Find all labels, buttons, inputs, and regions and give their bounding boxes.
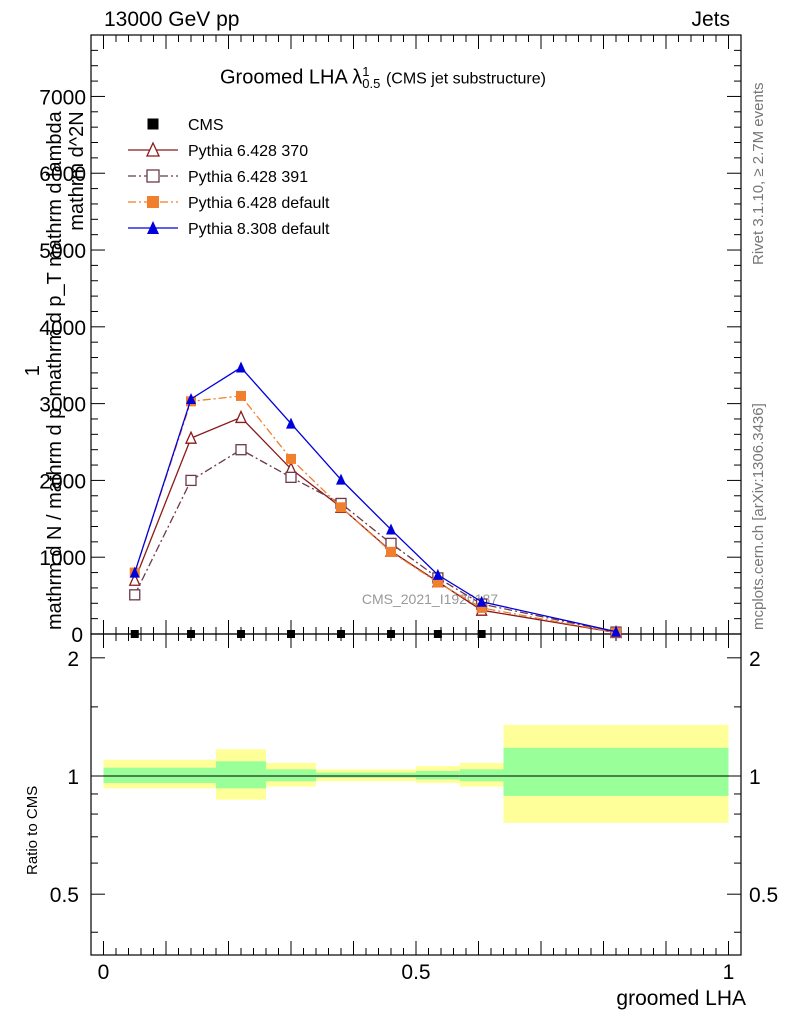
main-ytick-label: 5000 (39, 240, 86, 263)
series-0-point-4 (337, 630, 345, 638)
series-4-point-7 (476, 595, 487, 607)
main-ytick-label: 3000 (39, 394, 86, 417)
ratio-ytick-label-left: 0.5 (50, 884, 79, 907)
legend-label-2: Pythia 6.428 391 (188, 169, 308, 186)
series-2-point-1 (185, 474, 197, 487)
series-1-point-2 (234, 409, 248, 424)
header-right-label: Jets (691, 8, 730, 31)
series-4-point-3 (286, 417, 296, 429)
plot-title-suffix: (CMS jet substructure) (385, 70, 546, 88)
main-ytick-label: 6000 (39, 163, 86, 186)
ratio-ytick-label-right: 2 (749, 648, 761, 671)
series-2-point-2 (235, 444, 247, 456)
series-2-point-0 (129, 589, 141, 601)
series-2-point-3 (285, 471, 297, 483)
series-3-point-5 (386, 546, 396, 557)
series-3-point-4 (336, 502, 346, 513)
ratio-xtick-label: 0.5 (401, 961, 430, 984)
series-4-point-1 (186, 393, 196, 405)
ratio-inner-band-0 (103, 767, 216, 783)
header-left-label: 13000 GeV pp (104, 8, 240, 31)
series-3-point-6 (432, 577, 443, 588)
legend-marker-1 (145, 141, 161, 157)
ratio-xtick-label: 1 (723, 961, 735, 984)
series-0-point-6 (433, 630, 442, 638)
main-ytick-label-zero: 0 (71, 624, 83, 647)
series-1-point-0 (128, 572, 141, 586)
series-4-point-8 (611, 625, 621, 637)
main-ytick-label: 7000 (39, 86, 86, 109)
series-4-point-0 (129, 566, 140, 578)
series-0-point-5 (387, 630, 395, 638)
series-4-point-4 (336, 473, 346, 485)
series-3-point-7 (476, 602, 487, 613)
ratio-inner-band-2 (266, 769, 316, 782)
series-1-point-1 (184, 430, 198, 444)
x-axis-label: groomed LHA (616, 987, 746, 1010)
plot-title: Groomed LHA λ 1 0.5 (CMS jet substructure) (220, 64, 546, 91)
series-0-point-7 (477, 630, 486, 638)
ratio-ytick-label-left: 2 (67, 648, 79, 671)
series-0-point-2 (237, 630, 245, 638)
main-ytick-label: 1000 (39, 547, 86, 570)
series-3-point-2 (236, 390, 246, 401)
plot-title-lambda: λ (352, 66, 363, 89)
main-ytick-label: 4000 (39, 317, 86, 340)
series-3-point-3 (286, 453, 296, 464)
ratio-ytick-label-right: 1 (749, 766, 761, 789)
legend-marker-3 (147, 196, 159, 208)
plot-title-sub: 0.5 (362, 76, 381, 91)
legend-label-0: CMS (188, 117, 224, 134)
ratio-xtick-label: 0 (98, 961, 110, 984)
legend-label-1: Pythia 6.428 370 (188, 143, 308, 160)
series-0-point-1 (187, 630, 195, 638)
ratio-inner-band-6 (503, 747, 729, 796)
plot-title-main: Groomed LHA (220, 66, 347, 89)
legend-label-3: Pythia 6.428 default (188, 195, 330, 212)
ratio-inner-band-3 (316, 772, 416, 778)
ratio-inner-band-1 (216, 761, 266, 789)
ratio-inner-band-4 (416, 770, 460, 780)
series-4-point-6 (432, 568, 443, 580)
legend-marker-2 (146, 169, 160, 183)
main-ytick-label: 2000 (39, 470, 86, 493)
ratio-ytick-label-right: 0.5 (749, 884, 778, 907)
legend-marker-0 (147, 118, 159, 130)
series-0-point-0 (130, 630, 139, 638)
analysis-watermark: CMS_2021_I1920187 (362, 591, 498, 607)
plot-title-sup: 1 (362, 64, 370, 79)
series-0-point-3 (287, 630, 295, 638)
series-4-point-2 (236, 361, 246, 373)
legend-label-4: Pythia 8.308 default (188, 221, 330, 238)
series-4-point-5 (386, 523, 396, 535)
ratio-ytick-label-left: 1 (67, 766, 79, 789)
ratio-inner-band-5 (459, 769, 504, 782)
legend-marker-4 (147, 221, 159, 234)
